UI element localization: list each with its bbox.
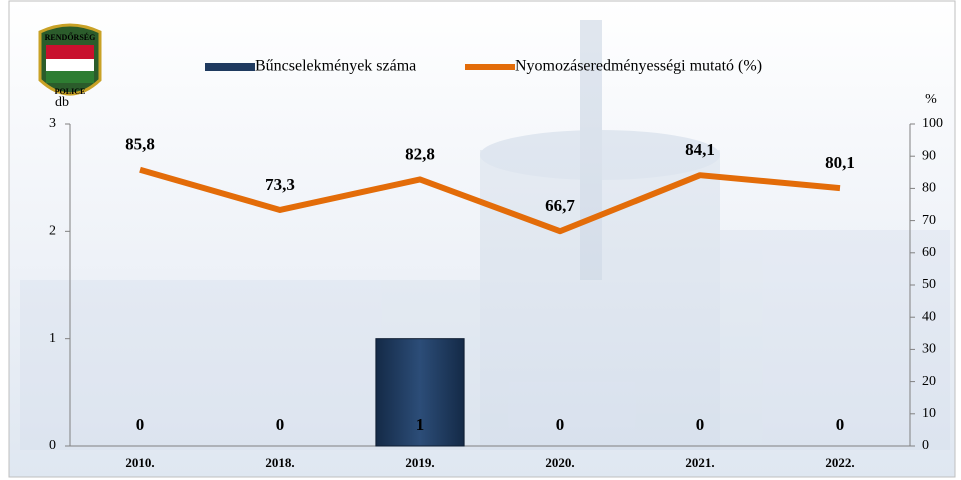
bar — [375, 338, 465, 447]
y2-tick-label: 80 — [922, 181, 936, 196]
logo-text: POLICE — [55, 87, 86, 96]
y-tick-label: 1 — [49, 331, 56, 346]
y-tick-label: 0 — [49, 438, 56, 453]
line-label: 80,1 — [825, 153, 855, 172]
x-tick-label: 2019. — [405, 455, 434, 470]
legend-swatch — [205, 63, 255, 71]
line-label: 85,8 — [125, 135, 155, 154]
bar-label: 0 — [136, 415, 145, 434]
line — [139, 166, 841, 235]
y2-tick-label: 60 — [922, 245, 936, 260]
y2-tick-label: 0 — [922, 438, 929, 453]
y2-tick-label: 100 — [922, 116, 943, 131]
bar-label: 0 — [696, 415, 705, 434]
y2-tick-label: 90 — [922, 148, 936, 163]
x-tick-label: 2020. — [545, 455, 574, 470]
y2-tick-label: 70 — [922, 213, 936, 228]
x-tick-label: 2018. — [265, 455, 294, 470]
line-label: 73,3 — [265, 175, 295, 194]
line-label: 66,7 — [545, 196, 575, 215]
logo: RENDŐRSÉG POLICE — [38, 23, 102, 96]
x-tick-label: 2010. — [125, 455, 154, 470]
y2-axis-label: % — [925, 92, 937, 107]
y-axis-label: db — [55, 95, 69, 110]
y-tick-label: 2 — [49, 224, 56, 239]
background — [8, 0, 956, 478]
bar-label: 1 — [416, 415, 425, 434]
y2-tick-label: 10 — [922, 406, 936, 421]
y2-tick-label: 50 — [922, 277, 936, 292]
bar-label: 0 — [836, 415, 845, 434]
x-tick-label: 2021. — [685, 455, 714, 470]
bar-label: 0 — [556, 415, 565, 434]
bar-label: 0 — [276, 415, 285, 434]
y2-tick-label: 20 — [922, 374, 936, 389]
y2-tick-label: 30 — [922, 342, 936, 357]
y-tick-label: 3 — [49, 116, 56, 131]
line-label: 82,8 — [405, 144, 435, 163]
legend-label: Bűncselekmények száma — [255, 58, 416, 75]
y2-tick-label: 40 — [922, 309, 936, 324]
x-tick-label: 2022. — [825, 455, 854, 470]
legend-label: Nyomozáseredményességi mutató (%) — [515, 58, 762, 75]
logo-text: RENDŐRSÉG — [45, 32, 96, 42]
line-label: 84,1 — [685, 140, 715, 159]
